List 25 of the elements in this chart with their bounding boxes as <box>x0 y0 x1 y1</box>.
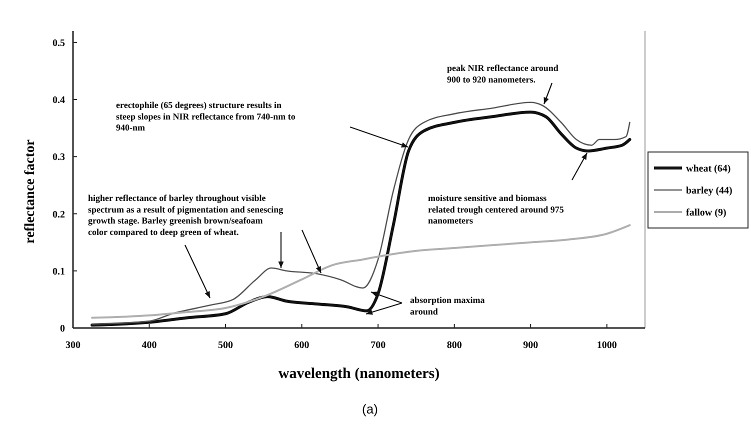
x-tick-label: 1000 <box>596 340 617 351</box>
legend-label: fallow (9) <box>686 208 726 218</box>
annotation: higher reflectance of barley throughout visible spectrum as a result of pigmentation and senescing growth stage. Barley greenish brown/seafoam color compared to deep green of wheat. <box>88 193 284 237</box>
annotation: absorption maxima around <box>410 295 486 316</box>
x-axis-title: wavelength (nanometers) <box>278 366 440 382</box>
text: (a) <box>362 401 378 416</box>
y-tick-label: 0.4 <box>52 95 65 106</box>
annotation: moisture sensitive and biomass related trough centered around 975 nanometers <box>428 193 564 226</box>
x-tick-label: 300 <box>66 340 80 351</box>
y-tick-label: 0.2 <box>52 209 65 220</box>
annotation: peak NIR reflectance around 900 to 920 nanometers. <box>447 63 558 84</box>
annotation: erectophile (65 degrees) structure results in steep slopes in NIR reflectance from 740-nm to 940-nm <box>116 100 296 133</box>
legend-label: barley (44) <box>686 186 732 196</box>
y-axis-title: reflectance factor <box>23 139 38 244</box>
x-tick-label: 700 <box>370 340 386 351</box>
x-tick-label: 500 <box>218 340 234 351</box>
y-tick-label: 0 <box>60 324 65 334</box>
x-tick-label: 800 <box>446 340 462 351</box>
x-tick-label: 400 <box>142 340 157 351</box>
y-tick-label: 0.1 <box>52 266 65 278</box>
x-tick-label: 900 <box>523 340 538 351</box>
x-tick-label: 600 <box>294 340 310 351</box>
legend-label: wheat (64) <box>686 164 731 174</box>
y-tick-label: 0.5 <box>52 38 65 49</box>
y-tick-label: 0.3 <box>52 152 65 164</box>
